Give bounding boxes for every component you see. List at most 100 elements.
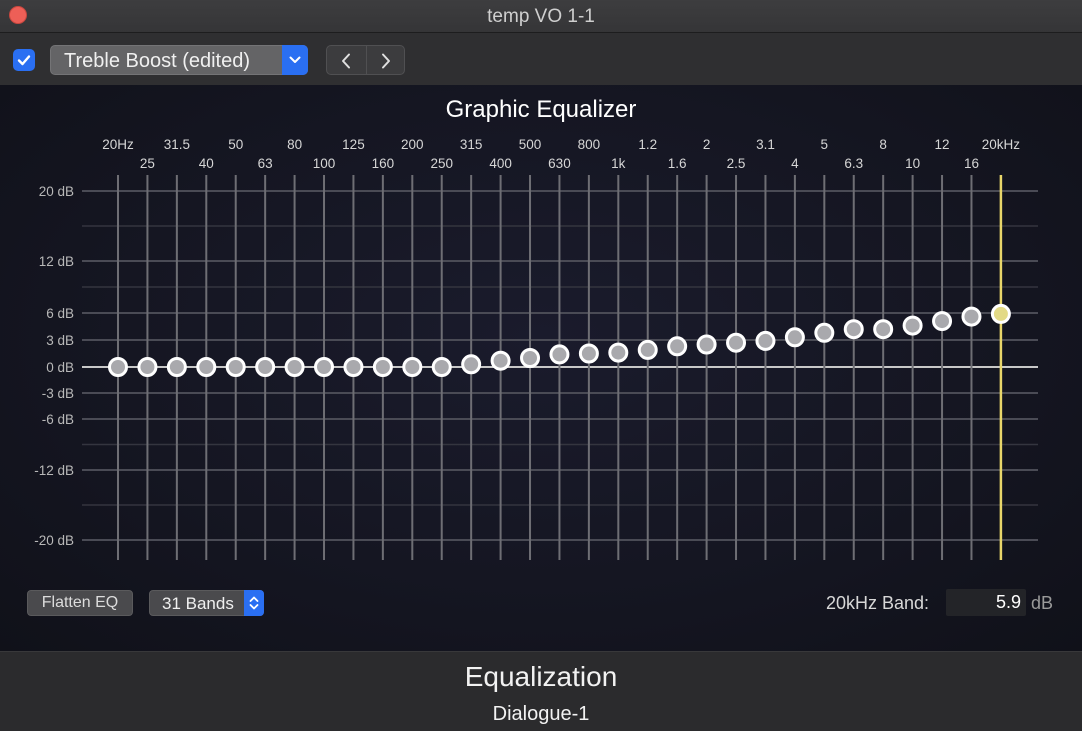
band-frequency-label: 125 [342, 137, 365, 152]
enable-eq-checkbox[interactable] [13, 49, 35, 71]
chevron-left-icon [342, 53, 350, 69]
band-gain-knob[interactable] [434, 360, 449, 374]
db-tick-label: 6 dB [46, 306, 74, 321]
band-gain-knob[interactable] [199, 360, 214, 374]
band-frequency-label: 630 [548, 156, 571, 171]
band-frequency-label: 10 [905, 156, 920, 171]
band-gain-knob[interactable] [611, 345, 626, 360]
band-gain-knob[interactable] [905, 318, 920, 333]
close-window-button[interactable] [9, 6, 27, 24]
band-frequency-label: 16 [964, 156, 979, 171]
band-gain-knob[interactable] [523, 351, 538, 365]
band-gain-knob[interactable] [140, 360, 155, 374]
band-gain-knob[interactable] [346, 360, 361, 374]
band-gain-knob[interactable] [464, 357, 479, 372]
db-tick-label: 20 dB [39, 184, 74, 199]
db-tick-label: 0 dB [46, 360, 74, 375]
band-gain-knob[interactable] [317, 360, 332, 374]
chevron-down-icon[interactable] [282, 45, 308, 75]
previous-preset-button[interactable] [327, 46, 366, 74]
band-gain-knob[interactable] [405, 360, 420, 374]
band-frequency-label: 1.6 [668, 156, 687, 171]
selected-band-value: 5.9 [995, 592, 1021, 612]
title-bar: temp VO 1-1 [0, 0, 1082, 33]
band-frequency-label: 1k [611, 156, 626, 171]
band-gain-knob[interactable] [758, 333, 773, 348]
band-gain-knob[interactable] [493, 353, 508, 368]
selected-band-unit: dB [1031, 593, 1054, 613]
band-frequency-label: 500 [519, 137, 542, 152]
band-frequency-label: 800 [578, 137, 601, 152]
band-frequency-label: 400 [489, 156, 512, 171]
band-gain-knob[interactable] [581, 346, 596, 361]
db-tick-label: -20 dB [34, 533, 74, 548]
equalizer-panel: Graphic Equalizer 20 dB 12 dB 6 dB 3 dB 0 dB… [0, 85, 1082, 651]
band-frequency-label: 5 [821, 137, 829, 152]
band-gain-knob[interactable] [787, 330, 802, 345]
preset-nav [326, 45, 405, 75]
band-gain-knob[interactable] [729, 335, 744, 350]
band-frequency-label: 100 [313, 156, 336, 171]
band-count-label: 31 Bands [162, 594, 234, 613]
band-frequency-label: 200 [401, 137, 424, 152]
band-gain-knob[interactable] [876, 322, 891, 337]
band-gain-knob[interactable] [258, 360, 273, 374]
band-gain-knob[interactable] [552, 347, 567, 362]
band-frequency-label: 20kHz [982, 137, 1021, 152]
band-gain-knob[interactable] [846, 322, 861, 337]
band-frequency-label: 50 [228, 137, 243, 152]
band-frequency-label: 20Hz [102, 137, 134, 152]
band-gain-knob[interactable] [640, 342, 655, 357]
preset-label: Treble Boost (edited) [64, 50, 251, 72]
band-frequency-label: 63 [258, 156, 273, 171]
band-gain-knob[interactable] [287, 360, 302, 374]
band-frequency-label: 3.1 [756, 137, 775, 152]
band-gain-knob[interactable] [935, 314, 950, 329]
band-gain-knob[interactable] [964, 309, 979, 324]
band-frequency-label: 25 [140, 156, 155, 171]
nav-divider [366, 46, 367, 74]
band-frequency-label: 2 [703, 137, 711, 152]
db-tick-label: 3 dB [46, 333, 74, 348]
updown-arrows-icon[interactable] [244, 590, 264, 616]
preset-dropdown[interactable]: Treble Boost (edited) [50, 45, 308, 75]
next-preset-button[interactable] [367, 46, 406, 74]
band-frequency-label: 250 [430, 156, 453, 171]
equalizer-graph[interactable]: 20 dB 12 dB 6 dB 3 dB 0 dB -3 dB -6 dB -12 dB -2… [0, 85, 1082, 575]
track-name: Dialogue-1 [492, 703, 590, 725]
toolbar: Treble Boost (edited) [0, 33, 1082, 85]
band-frequency-label: 2.5 [727, 156, 746, 171]
inspector-footer: Equalization Dialogue-1 [0, 651, 1082, 731]
band-gain-knob[interactable] [228, 360, 243, 374]
band-count-select[interactable]: 31 Bands [149, 590, 264, 616]
window-title: temp VO 1-1 [487, 6, 595, 27]
band-gain-knob[interactable] [169, 360, 184, 374]
band-frequency-label: 8 [879, 137, 887, 152]
db-tick-label: -3 dB [42, 386, 74, 401]
db-tick-label: -6 dB [42, 412, 74, 427]
band-frequency-label: 4 [791, 156, 799, 171]
eq-title: Graphic Equalizer [445, 96, 637, 123]
section-title: Equalization [464, 661, 618, 692]
band-gain-knob[interactable] [817, 325, 832, 340]
band-frequency-label: 6.3 [844, 156, 863, 171]
selected-band-value-field[interactable]: 5.9 [946, 589, 1026, 616]
chevron-right-icon [382, 53, 390, 69]
band-gain-knob[interactable] [699, 337, 714, 352]
band-frequency-label: 160 [372, 156, 395, 171]
selected-band-label: 20kHz Band: [826, 593, 930, 613]
band-frequency-label: 80 [287, 137, 302, 152]
band-frequency-label: 12 [935, 137, 950, 152]
band-frequency-label: 315 [460, 137, 483, 152]
band-frequency-label: 40 [199, 156, 214, 171]
db-tick-label: 12 dB [39, 254, 74, 269]
band-gain-knob[interactable] [670, 339, 685, 354]
band-gain-knob[interactable] [993, 306, 1008, 321]
band-frequency-label: 31.5 [164, 137, 190, 152]
band-frequency-label: 1.2 [638, 137, 657, 152]
db-tick-label: -12 dB [34, 463, 74, 478]
band-gain-knob[interactable] [111, 360, 125, 374]
checkmark-icon [17, 55, 31, 66]
band-gain-knob[interactable] [375, 360, 390, 374]
flatten-eq-button[interactable]: Flatten EQ [27, 590, 133, 616]
